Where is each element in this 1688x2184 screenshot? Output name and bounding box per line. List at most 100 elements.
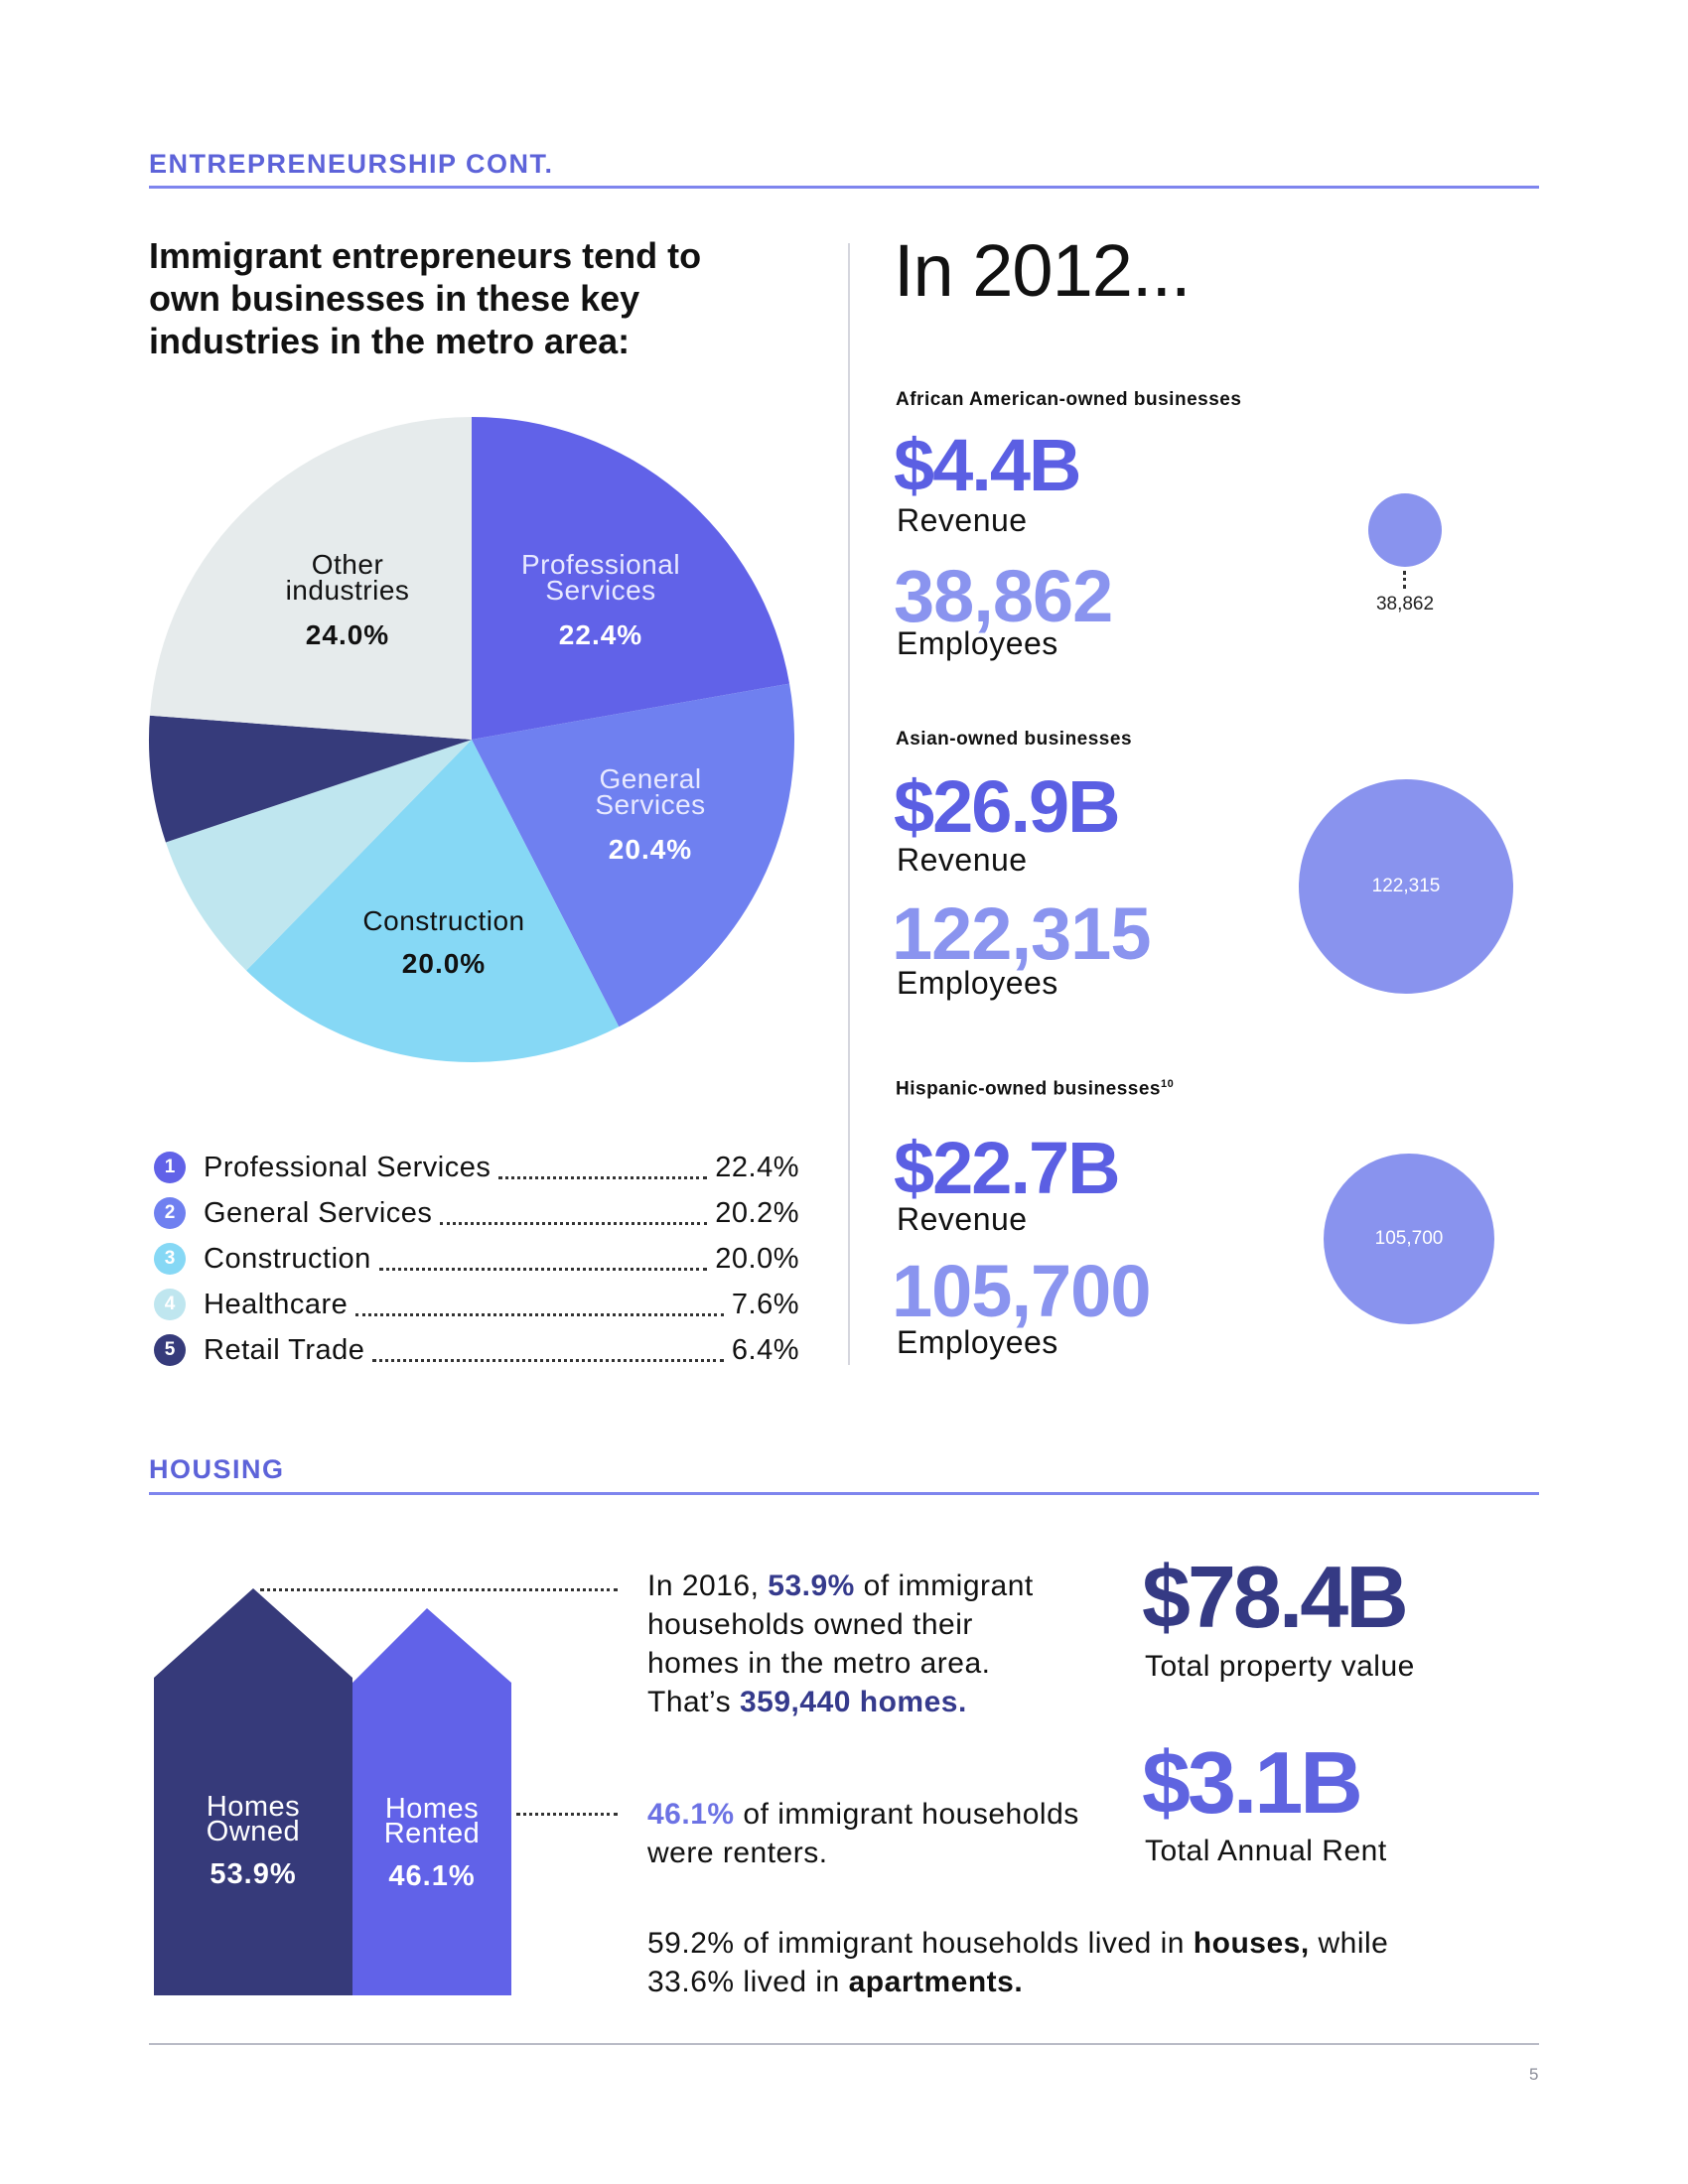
house-label-line: Rented [383,1818,481,1849]
text: of immigrant households were renters. [647,1798,1079,1869]
legend-label: General Services [204,1196,433,1229]
legend-number: 2 [154,1197,186,1229]
house-owned-label: Homes Owned 53.9% [159,1791,348,1891]
bold-text: houses, [1193,1927,1310,1960]
employees-label: Employees [897,965,1058,1001]
footnote-marker: 10 [1160,1078,1175,1090]
headline: Immigrant entrepreneurs tend to own busi… [149,235,702,361]
rented-percent: 46.1% [647,1798,735,1831]
text: of immigrant households owned their home… [647,1570,1034,1718]
group-title-text: Hispanic-owned businesses [896,1078,1161,1100]
pie-label-construction: Construction 20.0% [320,905,568,980]
legend-value: 7.6% [731,1288,799,1320]
employees-hispanic: 105,700 [892,1250,1151,1332]
legend-item: 1 Professional Services 22.4% [154,1148,799,1187]
property-label: Total property value [1145,1650,1415,1683]
house-owned-shape [154,1588,352,1995]
legend-item: 4 Healthcare 7.6% [154,1285,799,1324]
leader-dots [372,1358,724,1362]
bubble-leader [1403,571,1406,589]
employees-asian: 122,315 [892,892,1151,975]
pie-slice-other-industries [149,416,473,740]
house-owned-value: 53.9% [210,1858,297,1890]
section-title-housing: HOUSING [149,1454,285,1484]
pie-label-line: Professional [520,549,681,580]
group-title-hispanic: Hispanic-owned businesses10 [896,1078,1174,1100]
dwelling-paragraph: 59.2% of immigrant households lived in h… [647,1924,1462,2001]
legend-label: Retail Trade [204,1333,365,1366]
revenue-hispanic: $22.7B [894,1127,1121,1209]
legend-value: 20.0% [715,1242,799,1275]
legend-value: 22.4% [715,1151,799,1183]
rent-value: $3.1B [1142,1733,1363,1832]
house-rented-value: 46.1% [388,1860,476,1892]
legend-value: 20.2% [715,1196,799,1229]
employees-african-american: 38,862 [894,555,1113,637]
leader-dots [440,1221,708,1225]
pie-value: 22.4% [558,619,643,650]
employee-bubble [1368,493,1442,567]
house-label-line: Homes [384,1793,480,1825]
legend-number: 3 [154,1243,186,1275]
pie-label-general: General Services 20.4% [526,763,774,866]
revenue-label: Revenue [897,502,1028,538]
pie-label-line: Services [595,789,706,820]
page-number: 5 [1529,2065,1539,2084]
employees-label: Employees [897,1324,1058,1360]
owned-percent: 53.9% [768,1570,855,1602]
rent-label: Total Annual Rent [1145,1835,1387,1867]
leader-dots [378,1267,708,1271]
bubble-hispanic: 105,700 [1324,1154,1494,1324]
text: 59.2% of immigrant households lived in [647,1927,1194,1960]
house-label-line: Homes [206,1791,301,1823]
pie-label-line: General [599,763,702,794]
footer-rule [149,2043,1539,2045]
pie-value: 20.0% [401,948,487,979]
homes-count: 359,440 homes. [740,1686,967,1718]
pie-label-professional: Professional Services 22.4% [477,549,725,651]
legend-value: 6.4% [731,1333,799,1366]
house-label-line: Owned [206,1816,301,1847]
pie-label-line: Services [545,575,656,606]
pie-slice-professional-services [472,417,790,740]
legend-label: Healthcare [204,1288,349,1320]
pie-label-line: Other [311,549,384,580]
bold-text: apartments. [848,1966,1024,1998]
legend-item: 5 Retail Trade 6.4% [154,1330,799,1370]
house-rented-label: Homes Rented 46.1% [352,1793,511,1893]
employees-label: Employees [897,625,1058,661]
bubble-caption: 38,862 [1375,594,1435,614]
leader-dots [498,1175,708,1179]
ownership-paragraph: In 2016, 53.9% of immigrant households o… [647,1567,1064,1721]
pie-slice-construction [246,740,620,1062]
text: In 2016, [647,1570,769,1602]
column-divider [848,243,850,1365]
legend-label: Professional Services [204,1151,492,1183]
pie-slice-general-services [472,683,794,1027]
revenue-asian: $26.9B [894,765,1121,848]
legend-item: 3 Construction 20.0% [154,1239,799,1279]
pie-value: 20.4% [608,834,693,865]
group-title-asian: Asian-owned businesses [896,729,1133,750]
leader-line-rented [516,1813,618,1816]
pie-label-line: Construction [362,905,525,936]
house-rented-shape [352,1608,511,1995]
legend-number: 4 [154,1289,186,1320]
in-2012-title: In 2012... [894,229,1192,312]
legend-label: Construction [204,1242,371,1275]
section-rule [149,1492,1539,1495]
leader-dots [355,1312,724,1316]
leader-line-owned [260,1588,618,1591]
revenue-label: Revenue [897,842,1028,878]
bubble-asian: 122,315 [1299,779,1513,994]
pie-label-other: Other industries 24.0% [223,549,472,651]
legend-number: 1 [154,1152,186,1183]
pie-slice-retail-trade [148,715,472,843]
pie-slice-healthcare [165,740,472,971]
group-title-african-american: African American-owned businesses [896,389,1242,410]
text: while 33.6% lived in [647,1927,1389,1998]
revenue-label: Revenue [897,1201,1028,1237]
section-rule [149,186,1539,189]
houses-graphic [154,1588,511,1995]
legend-item: 2 General Services 20.2% [154,1193,799,1233]
